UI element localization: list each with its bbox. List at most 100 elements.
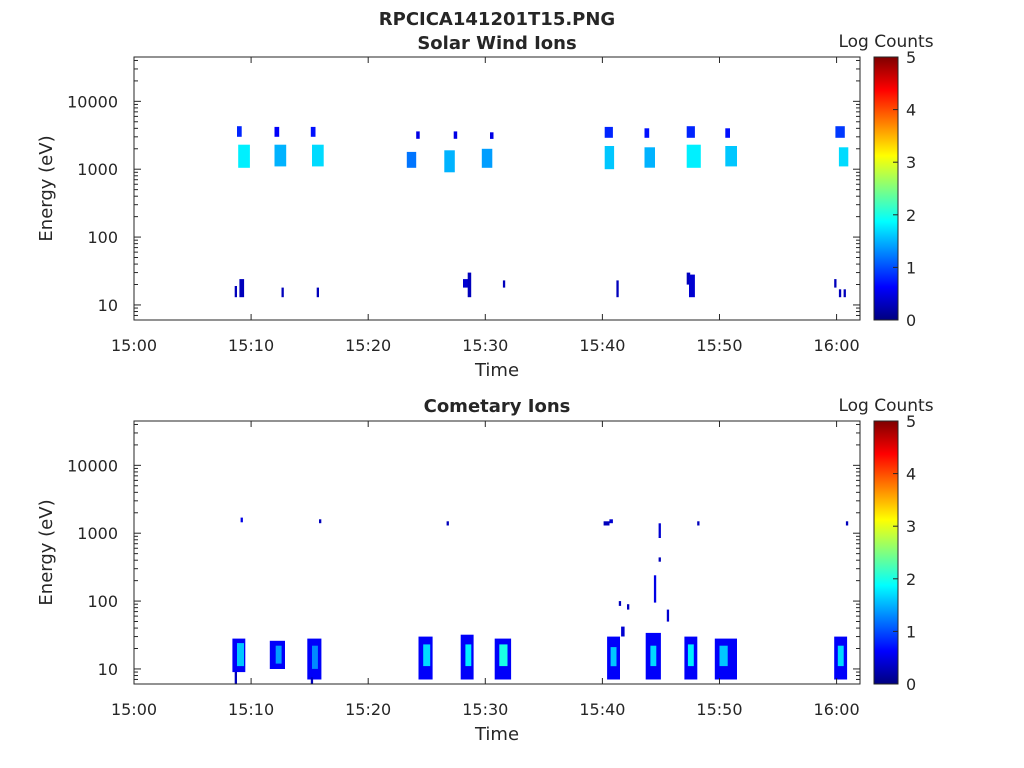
data-patch (616, 280, 619, 298)
data-patch (697, 521, 700, 526)
data-patch (237, 126, 242, 137)
x-tick-label: 15:10 (228, 700, 274, 719)
x-tick-label: 15:00 (111, 336, 157, 355)
colorbar-label: Log Counts (838, 396, 933, 416)
data-patch (725, 146, 737, 167)
data-patch (465, 644, 472, 667)
data-patch (444, 150, 455, 173)
data-patch (603, 521, 610, 526)
colorbar-tick-label: 5 (906, 48, 916, 67)
colorbar-tick-label: 1 (906, 622, 916, 641)
x-tick-label: 15:10 (228, 336, 274, 355)
figure-title: RPCICA141201T15.PNG (379, 9, 615, 30)
data-patch (687, 644, 694, 667)
colorbar-tick-label: 4 (906, 465, 916, 484)
panel-title: Cometary Ions (424, 396, 571, 417)
data-patch (239, 279, 245, 298)
y-tick-label: 100 (87, 592, 118, 611)
x-tick-label: 15:40 (579, 700, 625, 719)
x-tick-label: 15:40 (579, 336, 625, 355)
data-patch (838, 147, 849, 167)
data-patch (837, 645, 844, 667)
data-patch (310, 677, 314, 684)
data-patch (834, 279, 837, 288)
y-tick-label: 10 (98, 296, 118, 315)
data-patch (446, 521, 449, 526)
data-patch (838, 289, 842, 298)
data-patch (316, 287, 319, 298)
data-patch (845, 521, 849, 526)
data-patch (604, 146, 615, 170)
data-patch (499, 644, 508, 667)
x-tick-label: 15:20 (345, 700, 391, 719)
data-patch (719, 645, 728, 667)
data-patch (281, 287, 284, 298)
data-patch (689, 274, 695, 298)
data-patch (274, 144, 287, 167)
data-patch (686, 272, 691, 285)
data-patch (627, 604, 630, 610)
x-tick-label: 16:00 (814, 700, 860, 719)
y-tick-label: 10000 (67, 92, 118, 111)
data-patch (644, 147, 655, 168)
colorbar-tick-label: 4 (906, 101, 916, 120)
data-patch (467, 272, 472, 298)
data-patch (610, 647, 617, 667)
data-patch (609, 519, 613, 524)
colorbar-tick-label: 2 (906, 206, 916, 225)
data-patch (234, 672, 237, 684)
axes-frame (133, 56, 861, 321)
y-axis-label: Energy (eV) (36, 135, 57, 241)
data-patch (312, 645, 318, 669)
data-patches (234, 126, 849, 298)
data-patch (502, 280, 506, 288)
colorbar (873, 56, 899, 321)
data-patch (319, 519, 322, 524)
x-axis-label: Time (474, 360, 519, 381)
data-patch (644, 128, 650, 138)
data-patch (423, 644, 431, 667)
data-patch (275, 645, 282, 664)
colorbar-label: Log Counts (838, 32, 933, 52)
solar-wind-ions-panel: Solar Wind Ions 15:00 15:10 15:20 15:30 15:40… (36, 32, 934, 381)
data-patch (406, 151, 417, 168)
colorbar-tick-label: 3 (906, 153, 916, 172)
data-patch (237, 643, 244, 667)
y-tick-label: 1000 (77, 524, 118, 543)
colorbar-tick-label: 0 (906, 675, 916, 694)
y-tick-label: 10000 (67, 456, 118, 475)
data-patch (843, 289, 846, 298)
x-axis-label: Time (474, 724, 519, 745)
axes-frame (133, 420, 861, 685)
y-tick-label: 10 (98, 660, 118, 679)
data-patch (240, 517, 243, 523)
data-patch (234, 286, 237, 298)
data-patches (232, 517, 849, 684)
data-patch (490, 132, 494, 139)
data-patch (835, 126, 845, 138)
colorbar (873, 420, 899, 685)
data-patch (238, 144, 250, 168)
data-patch (481, 148, 493, 168)
data-patch (416, 131, 420, 139)
y-tick-label: 100 (87, 228, 118, 247)
data-patch (686, 126, 695, 138)
data-patch (274, 126, 280, 137)
data-patch (310, 126, 316, 137)
y-axis-label: Energy (eV) (36, 499, 57, 605)
data-patch (604, 126, 613, 138)
x-tick-label: 16:00 (814, 336, 860, 355)
x-tick-label: 15:50 (696, 336, 742, 355)
data-patch (463, 279, 469, 288)
data-patch (725, 128, 730, 138)
data-patch (653, 575, 657, 603)
data-patch (686, 144, 701, 168)
data-patch (658, 523, 661, 538)
x-tick-label: 15:30 (462, 700, 508, 719)
y-tick-label: 1000 (77, 160, 118, 179)
panel-title: Solar Wind Ions (417, 33, 576, 54)
data-patch (621, 626, 625, 637)
data-patch (312, 144, 324, 167)
